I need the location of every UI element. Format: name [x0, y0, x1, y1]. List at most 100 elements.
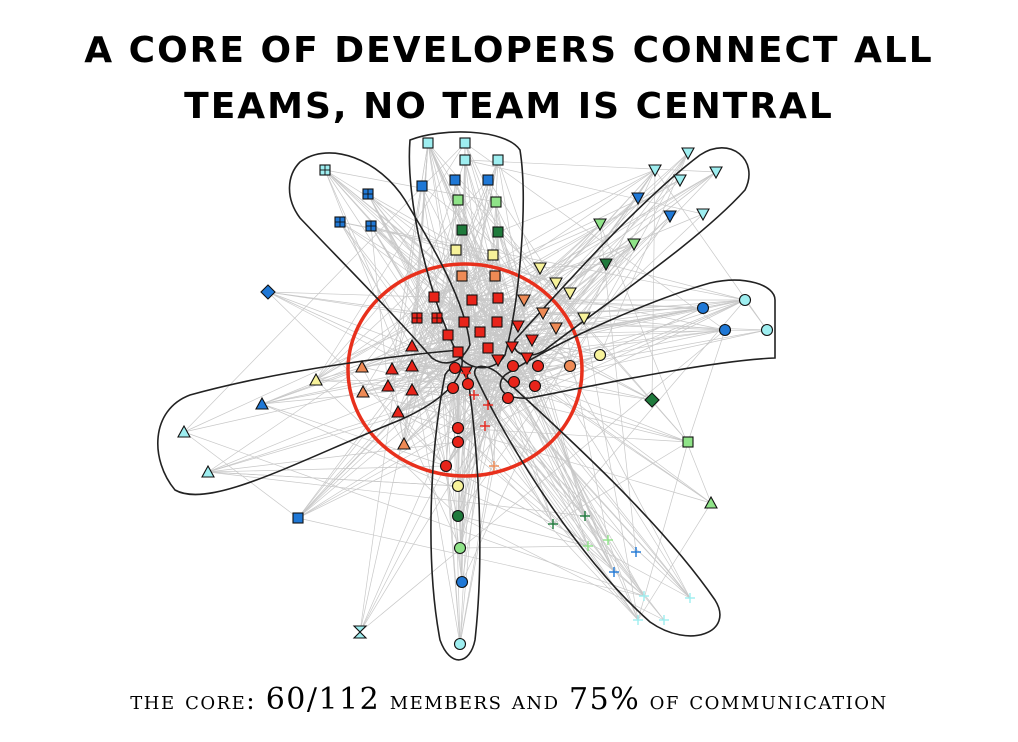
node-sq: [492, 154, 504, 166]
node-pl: [639, 591, 649, 601]
edge: [463, 321, 589, 547]
edge: [473, 215, 671, 396]
node-tdn: [549, 277, 563, 291]
edge: [403, 169, 656, 445]
team-petal-left: [157, 349, 463, 496]
edge: [637, 152, 689, 199]
edge: [537, 299, 746, 367]
node-tdn: [681, 147, 695, 161]
node-tdn: [533, 262, 547, 276]
edge: [315, 379, 389, 387]
edge: [471, 299, 704, 309]
node-tdn: [599, 258, 613, 272]
node-pl: [548, 519, 558, 529]
node-tdn: [709, 166, 723, 180]
edge: [359, 329, 726, 633]
node-di: [644, 392, 660, 408]
edge: [207, 465, 447, 473]
node-sq: [456, 270, 468, 282]
node-tdn: [673, 174, 687, 188]
node-pl: [631, 547, 641, 557]
edge: [599, 223, 637, 553]
edge: [457, 351, 665, 621]
members-value: 60/112: [265, 682, 381, 717]
node-sq: [456, 224, 468, 236]
node-tup: [405, 338, 419, 352]
team-petal-layer: [157, 131, 776, 661]
edge: [687, 329, 726, 443]
edge: [324, 169, 456, 369]
edge: [467, 179, 681, 385]
edge: [315, 317, 418, 381]
edge: [433, 169, 656, 298]
edge: [297, 351, 459, 519]
node-sq: [459, 154, 471, 166]
node-ci: [439, 459, 453, 473]
edge: [513, 354, 601, 383]
edge: [370, 225, 456, 369]
node-pl: [483, 400, 493, 410]
edge: [744, 299, 768, 331]
edge: [457, 267, 541, 353]
node-ci: [501, 391, 515, 405]
edge: [457, 397, 509, 443]
node-sq: [491, 316, 503, 328]
node-sq: [474, 326, 486, 338]
edge: [457, 299, 746, 429]
edge: [531, 329, 726, 341]
node-tdn: [627, 238, 641, 252]
edge: [267, 291, 447, 467]
core-blob: [346, 262, 584, 478]
edge: [297, 381, 515, 519]
edge: [471, 243, 635, 301]
node-tup: [405, 382, 419, 396]
edge: [370, 225, 498, 323]
node-ci: [718, 323, 732, 337]
node-sq: [492, 292, 504, 304]
edge: [411, 365, 461, 645]
edge: [513, 381, 586, 517]
edge: [411, 199, 459, 367]
edge: [359, 185, 423, 633]
edge: [416, 317, 481, 333]
node-sq: [459, 137, 471, 149]
edge: [467, 179, 489, 385]
edge: [445, 465, 463, 583]
edge: [457, 515, 665, 621]
node-pl: [489, 461, 499, 471]
node-tup: [355, 359, 369, 373]
edge: [297, 387, 454, 519]
node-sq: [458, 316, 470, 328]
node-ci: [451, 509, 465, 523]
node-sq: [422, 137, 434, 149]
node-pl: [469, 390, 479, 400]
node-pl: [685, 593, 695, 603]
edge: [459, 465, 495, 645]
node-tdn: [648, 164, 662, 178]
node-tup: [255, 396, 269, 410]
edge: [421, 185, 585, 319]
edge: [416, 317, 447, 467]
node-tup: [381, 378, 395, 392]
edge: [467, 317, 585, 385]
edge: [512, 365, 615, 573]
node-ci: [446, 381, 460, 395]
node-pl: [583, 541, 593, 551]
node-ci: [563, 359, 577, 373]
node-pl: [580, 511, 590, 521]
edge: [637, 502, 712, 621]
edge: [403, 317, 438, 445]
node-tdn: [549, 322, 563, 336]
node-tdn: [491, 354, 505, 368]
edge: [464, 142, 726, 331]
node-sq: [489, 270, 501, 282]
edge: [183, 431, 645, 597]
edge: [397, 411, 712, 504]
edge: [461, 229, 513, 348]
node-tup: [356, 384, 370, 398]
edge: [367, 193, 499, 299]
edge: [457, 427, 463, 583]
node-ci: [507, 375, 521, 389]
edge: [447, 159, 499, 336]
edge: [315, 249, 457, 381]
